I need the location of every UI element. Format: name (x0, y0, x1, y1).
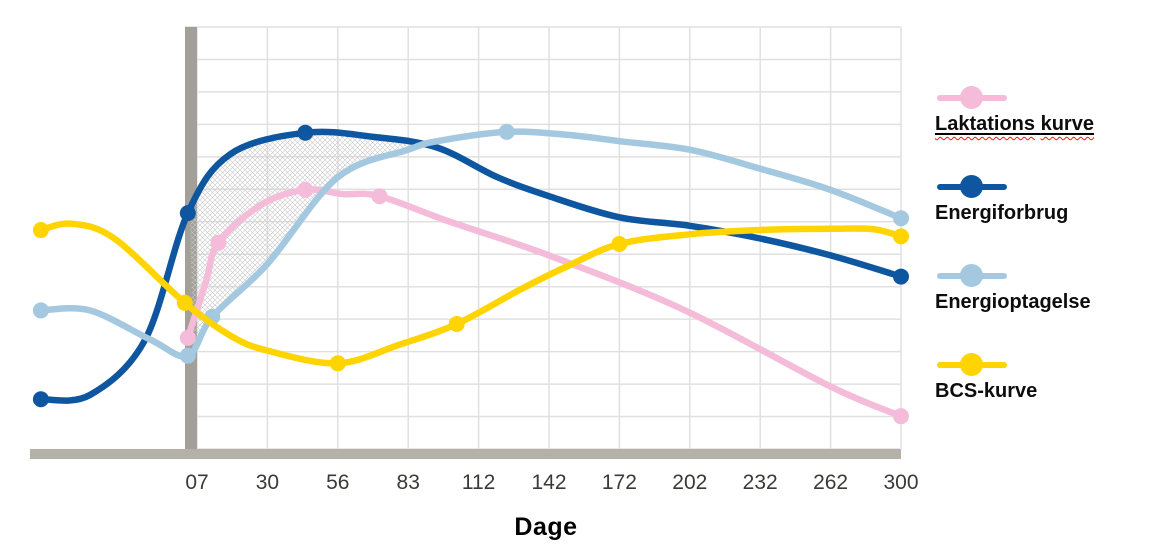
legend-dot-icon (960, 264, 983, 287)
legend-dot-icon (960, 86, 983, 109)
x-tick-label: 30 (256, 471, 279, 494)
data-point-marker (297, 124, 314, 141)
legend-dot-icon (960, 353, 983, 376)
x-tick-label: 07 (185, 471, 208, 494)
data-point-marker (498, 123, 515, 140)
data-point-marker (893, 228, 909, 245)
legend-dot-icon (960, 175, 983, 198)
x-axis-title: Dage (514, 513, 578, 541)
data-point-marker (32, 222, 49, 239)
data-point-marker (329, 355, 346, 372)
data-point-marker (179, 347, 196, 364)
legend-swatch-pink (937, 86, 1007, 110)
x-tick-label: 172 (602, 471, 637, 494)
x-tick-label: 142 (531, 471, 566, 494)
series-curves (32, 123, 909, 425)
x-tick-label: 56 (326, 471, 349, 494)
x-tick-label: 112 (462, 471, 495, 494)
data-point-marker (297, 181, 314, 198)
x-tick-label: 83 (397, 471, 420, 494)
data-point-marker (448, 315, 465, 332)
x-tick-label: 202 (672, 471, 707, 494)
legend-item-energioptagelse: Energioptagelse (935, 264, 1150, 314)
x-tick-label: 300 (883, 471, 918, 494)
data-point-marker (176, 294, 193, 311)
x-tick-label: 232 (743, 471, 778, 494)
energy-deficit-area (190, 131, 425, 352)
legend-swatch-yellow (937, 353, 1007, 377)
data-point-marker (32, 302, 49, 319)
data-point-marker (893, 268, 909, 285)
legend-item-laktations-kurve: Laktations kurve (935, 86, 1150, 136)
x-axis-bar (30, 449, 901, 459)
legend-label: Laktations kurve (935, 113, 1094, 135)
legend-swatch-darkblue (937, 175, 1007, 199)
legend-item-energiforbrug: Energiforbrug (935, 175, 1150, 225)
data-point-marker (611, 235, 628, 252)
energy-deficit-hatch (190, 131, 425, 352)
x-tick-label: 262 (813, 471, 848, 494)
data-point-marker (371, 188, 388, 205)
data-point-marker (179, 205, 196, 222)
x-tick-labels: 07 30 56 83 112 142 172 202 232 262 300 (185, 471, 918, 494)
legend-item-bcs-kurve: BCS-kurve (935, 353, 1150, 403)
data-point-marker (893, 210, 909, 227)
series-bcs-kurve (37, 220, 905, 367)
legend-swatch-lightblue (937, 264, 1007, 288)
legend-label: BCS-kurve (935, 380, 1038, 402)
data-point-marker (179, 329, 196, 346)
legend-label: Energiforbrug (935, 202, 1069, 224)
data-point-marker (32, 391, 49, 408)
series-energioptagelse (37, 128, 905, 360)
data-point-marker (893, 408, 909, 425)
grid (185, 26, 902, 450)
data-point-marker (210, 234, 227, 251)
legend-label: Energioptagelse (935, 291, 1091, 313)
